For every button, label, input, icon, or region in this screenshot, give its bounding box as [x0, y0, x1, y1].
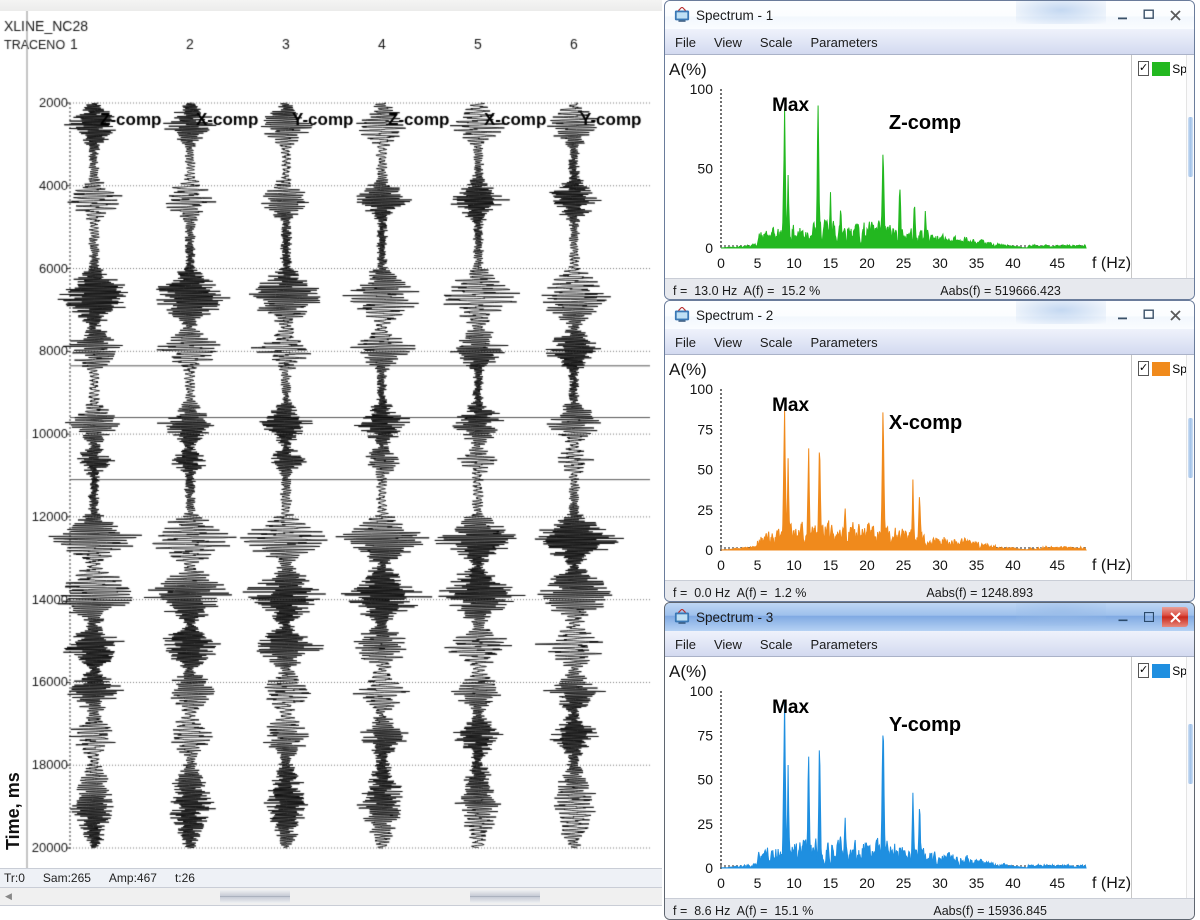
svg-text:50: 50	[697, 161, 713, 177]
svg-text:A(%): A(%)	[669, 662, 707, 681]
svg-text:Max: Max	[772, 395, 809, 416]
svg-text:100: 100	[690, 683, 714, 699]
svg-text:15: 15	[823, 557, 839, 573]
svg-text:35: 35	[969, 875, 985, 891]
svg-text:30: 30	[932, 875, 948, 891]
svg-text:75: 75	[697, 727, 713, 743]
svg-text:Y-comp: Y-comp	[889, 714, 961, 736]
svg-text:0: 0	[705, 860, 713, 876]
svg-text:100: 100	[690, 381, 714, 397]
svg-text:f (Hz): f (Hz)	[1092, 875, 1131, 892]
svg-text:45: 45	[1050, 557, 1066, 573]
svg-text:f (Hz): f (Hz)	[1092, 557, 1131, 574]
svg-text:0: 0	[717, 255, 725, 271]
svg-text:10: 10	[786, 255, 802, 271]
svg-text:30: 30	[932, 255, 948, 271]
svg-text:25: 25	[697, 502, 713, 518]
svg-text:50: 50	[697, 462, 713, 478]
svg-text:40: 40	[1005, 255, 1021, 271]
svg-text:15: 15	[823, 875, 839, 891]
svg-text:100: 100	[690, 81, 714, 97]
svg-text:0: 0	[705, 542, 713, 558]
svg-text:10: 10	[786, 557, 802, 573]
svg-text:A(%): A(%)	[669, 360, 707, 379]
svg-text:25: 25	[896, 557, 912, 573]
svg-text:0: 0	[717, 875, 725, 891]
svg-text:25: 25	[697, 816, 713, 832]
svg-text:25: 25	[896, 255, 912, 271]
svg-text:75: 75	[697, 421, 713, 437]
svg-text:40: 40	[1005, 875, 1021, 891]
svg-text:35: 35	[969, 255, 985, 271]
svg-text:Z-comp: Z-comp	[889, 112, 961, 134]
svg-text:5: 5	[754, 255, 762, 271]
svg-text:45: 45	[1050, 875, 1066, 891]
svg-text:10: 10	[786, 875, 802, 891]
svg-text:45: 45	[1050, 255, 1066, 271]
svg-text:40: 40	[1005, 557, 1021, 573]
svg-text:5: 5	[754, 557, 762, 573]
svg-text:X-comp: X-comp	[889, 412, 962, 434]
svg-text:f (Hz): f (Hz)	[1092, 255, 1131, 272]
svg-text:A(%): A(%)	[669, 60, 707, 79]
svg-text:Max: Max	[772, 697, 809, 718]
svg-text:0: 0	[717, 557, 725, 573]
svg-text:15: 15	[823, 255, 839, 271]
svg-text:35: 35	[969, 557, 985, 573]
svg-text:30: 30	[932, 557, 948, 573]
svg-text:20: 20	[859, 255, 875, 271]
svg-text:25: 25	[896, 875, 912, 891]
svg-text:50: 50	[697, 772, 713, 788]
svg-text:20: 20	[859, 557, 875, 573]
svg-text:0: 0	[705, 240, 713, 256]
svg-text:20: 20	[859, 875, 875, 891]
svg-text:5: 5	[754, 875, 762, 891]
svg-text:Max: Max	[772, 95, 809, 116]
